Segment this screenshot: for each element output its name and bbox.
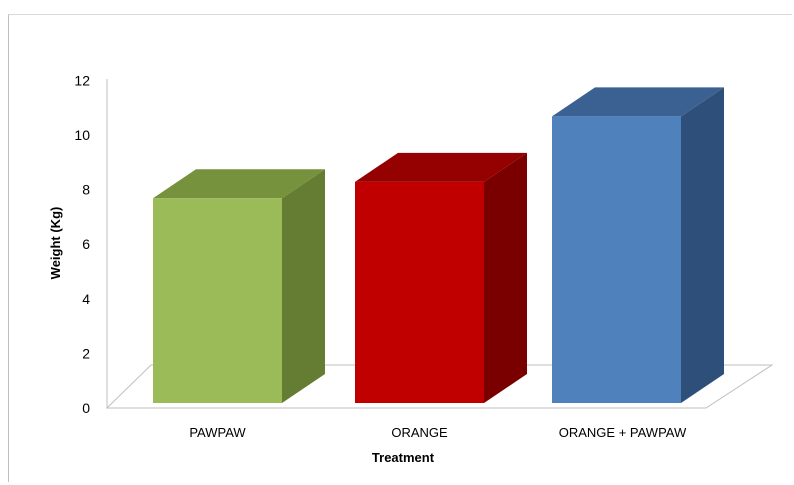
bar-front [355, 181, 484, 403]
bars [153, 87, 724, 403]
y-tick-label: 4 [82, 291, 90, 307]
y-tick-label: 6 [82, 236, 90, 252]
bar [355, 152, 527, 403]
category-label: ORANGE [391, 425, 448, 440]
bar-front [153, 198, 282, 403]
bar-side [484, 152, 527, 403]
bar-top [355, 152, 527, 182]
category-label: ORANGE + PAWPAW [559, 425, 687, 440]
bar-top [552, 87, 724, 117]
bar-side [282, 169, 325, 403]
bar [153, 169, 325, 403]
y-tick-label: 8 [82, 182, 90, 198]
chart-frame [8, 14, 792, 482]
bar [552, 87, 724, 403]
y-tick-label: 0 [82, 400, 90, 416]
y-tick-label: 12 [74, 72, 90, 88]
bar-side [681, 87, 724, 403]
y-tick-label: 2 [82, 345, 90, 361]
y-axis-title: Weight (Kg) [48, 207, 63, 280]
x-axis-title: Treatment [372, 450, 435, 465]
bar-top [153, 169, 325, 199]
y-tick-label: 10 [74, 127, 90, 143]
bar-front [552, 116, 681, 403]
category-labels: PAWPAW ORANGE ORANGE + PAWPAW [189, 425, 687, 440]
category-label: PAWPAW [189, 425, 246, 440]
y-axis: 0 2 4 6 8 10 12 [74, 72, 108, 416]
